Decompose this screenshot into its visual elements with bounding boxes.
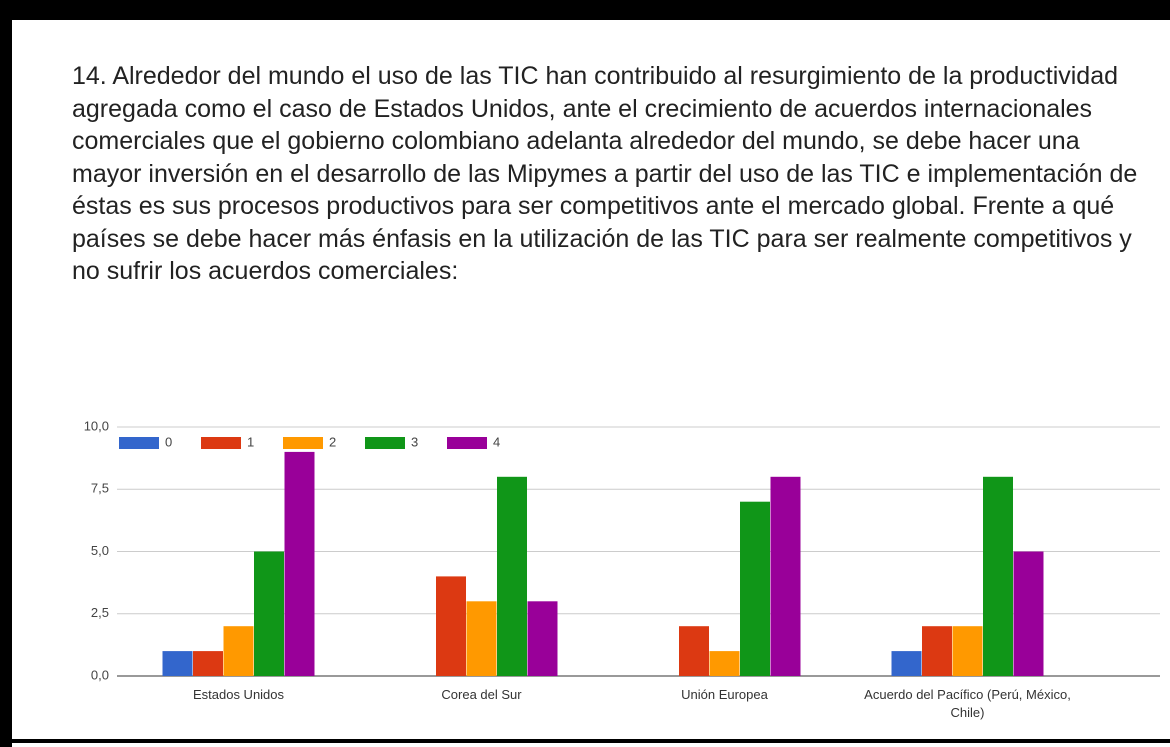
bar — [709, 651, 740, 676]
bar — [193, 651, 223, 676]
bar — [740, 501, 770, 676]
bar — [922, 626, 952, 676]
legend-label: 1 — [247, 434, 254, 449]
y-tick-label: 5,0 — [91, 543, 109, 558]
bar — [983, 476, 1013, 676]
question: 14. Alrededor del mundo el uso de las TI… — [72, 62, 1138, 285]
y-tick-label: 2,5 — [91, 605, 109, 620]
legend-swatch — [447, 437, 487, 449]
y-tick-label: 0,0 — [91, 667, 109, 682]
x-tick-label: Estados Unidos — [192, 687, 285, 702]
top-border — [0, 0, 1170, 20]
legend-swatch — [119, 437, 159, 449]
x-tick-label: Corea del Sur — [441, 687, 522, 702]
y-tick-label: 7,5 — [91, 481, 109, 496]
bar — [1013, 551, 1044, 676]
legend-swatch — [201, 437, 241, 449]
bottom-border — [0, 739, 1170, 743]
bar — [527, 601, 558, 676]
bar — [679, 626, 709, 676]
bar — [891, 651, 922, 676]
bar — [254, 551, 284, 676]
bar — [223, 626, 254, 676]
bar — [162, 651, 193, 676]
legend-label: 0 — [165, 434, 172, 449]
x-tick-label: Unión Europea — [681, 687, 768, 702]
legend-label: 3 — [411, 434, 418, 449]
legend-label: 2 — [329, 434, 336, 449]
legend-swatch — [283, 437, 323, 449]
bar — [284, 451, 315, 676]
bar — [466, 601, 497, 676]
y-tick-label: 10,0 — [84, 418, 109, 433]
bar — [952, 626, 983, 676]
bar — [770, 476, 801, 676]
legend-label: 4 — [493, 434, 500, 449]
bar — [436, 576, 466, 676]
x-tick-label: Acuerdo del Pacífico (Perú, México, Chil… — [864, 687, 1071, 720]
legend-swatch — [365, 437, 405, 449]
left-border — [0, 0, 12, 747]
bar — [497, 476, 527, 676]
